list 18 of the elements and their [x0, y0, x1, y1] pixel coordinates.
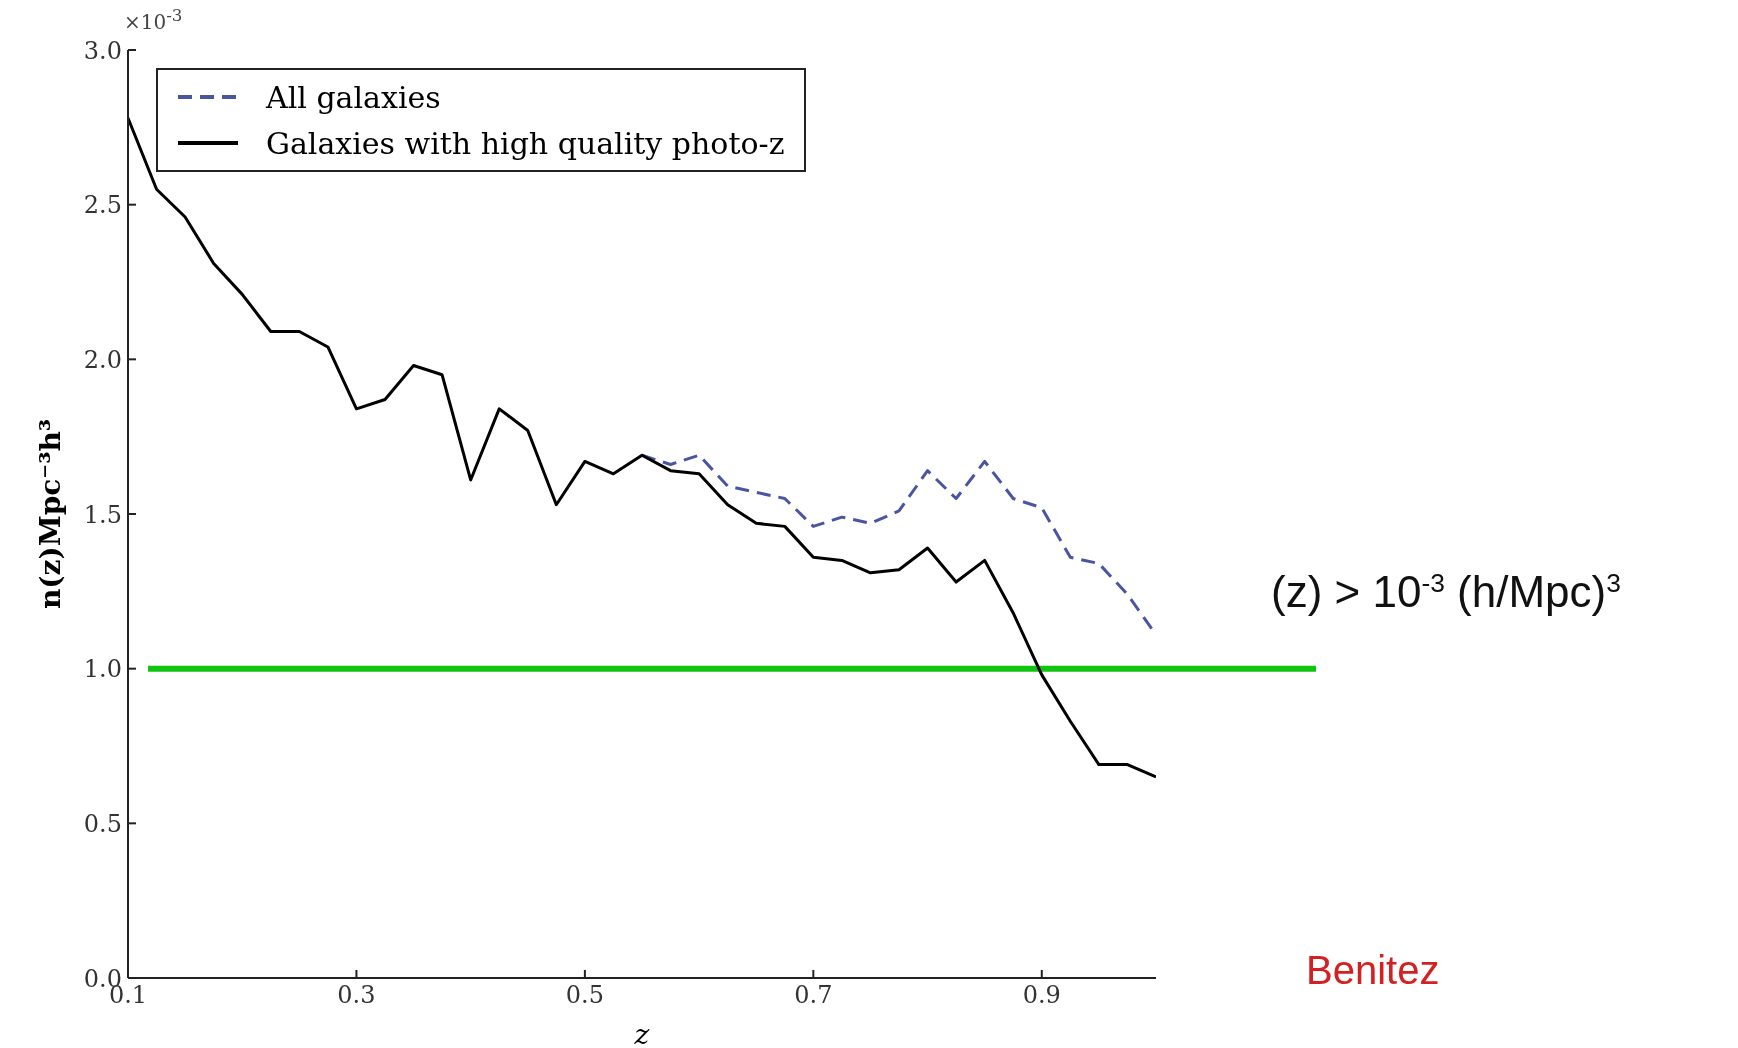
y-tick-label: 0.5 — [83, 809, 122, 838]
x-axis-title: z — [633, 1018, 650, 1048]
legend-label: All galaxies — [266, 79, 441, 115]
text: Benitez — [1306, 948, 1440, 993]
text: ×10$^{-3}$ — [124, 6, 183, 34]
y-axis-title: n(z)Mpc⁻³h³ — [33, 418, 67, 610]
x-tick-label: 0.5 — [565, 981, 604, 1010]
ref-line-label: (z) > 10$^{-3}$ (h/Mpc)$^{3}$ — [1271, 566, 1621, 616]
y-tick-label: 2.0 — [83, 345, 122, 374]
y-tick-label: 2.5 — [83, 191, 122, 220]
legend-label: Galaxies with high quality photo-z — [266, 125, 785, 161]
y-tick-label: 3.0 — [83, 36, 122, 65]
x-tick-label: 0.7 — [794, 981, 833, 1010]
y-tick-label: 1.0 — [83, 655, 122, 684]
x-tick-label: 0.3 — [337, 981, 376, 1010]
y-tick-label: 1.5 — [83, 500, 122, 529]
x-tick-label: 0.9 — [1022, 981, 1061, 1010]
line-series — [128, 116, 1156, 779]
